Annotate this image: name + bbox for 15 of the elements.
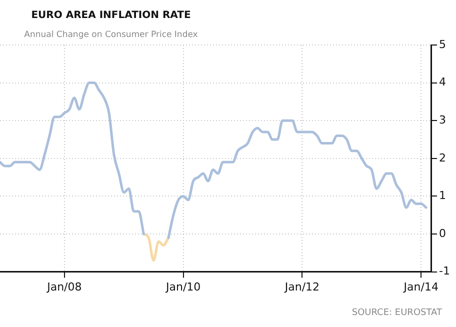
line-series <box>142 232 170 262</box>
source-note: SOURCE: EUROSTAT <box>352 308 442 318</box>
y-tick-label: 1 <box>439 189 446 202</box>
chart-title: EURO AREA INFLATION RATE <box>30 10 192 21</box>
x-tick-label: Jan/14 <box>402 280 438 294</box>
y-tick-label: 0 <box>439 226 446 240</box>
y-tick-label: 5 <box>439 38 446 51</box>
x-tick-label: Jan/10 <box>164 280 201 294</box>
chart-subtitle: Annual Change on Consumer Price Index <box>23 30 199 40</box>
x-tick-label: Jan/12 <box>284 280 320 294</box>
y-tick-label: 2 <box>439 151 446 164</box>
y-tick-label: 3 <box>439 113 446 126</box>
y-tick-label: -1 <box>439 264 450 278</box>
y-tick-label: 4 <box>439 76 446 89</box>
x-tick-label: Jan/08 <box>46 280 82 294</box>
